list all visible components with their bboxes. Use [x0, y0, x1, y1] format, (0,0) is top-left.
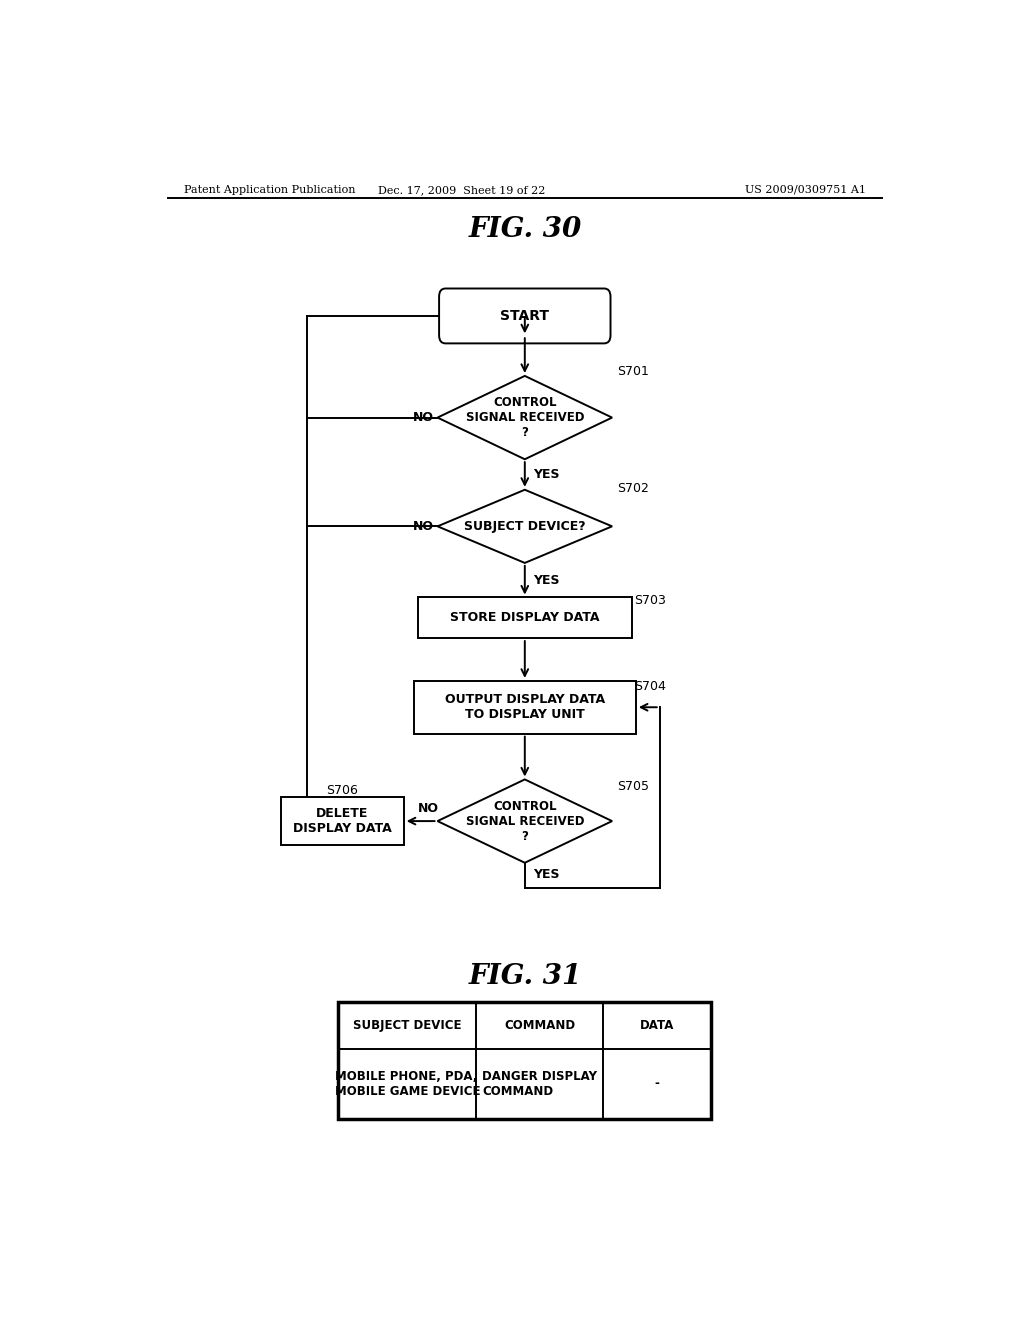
Text: FIG. 30: FIG. 30: [468, 216, 582, 243]
Text: S702: S702: [616, 482, 649, 495]
Text: SUBJECT DEVICE: SUBJECT DEVICE: [353, 1019, 462, 1032]
Bar: [338, 1002, 712, 1119]
Text: YES: YES: [532, 869, 559, 882]
Polygon shape: [437, 376, 612, 459]
Bar: [281, 797, 403, 846]
Text: NO: NO: [413, 411, 433, 424]
Text: S705: S705: [616, 780, 649, 793]
Bar: [418, 598, 632, 638]
Text: START: START: [501, 309, 549, 323]
Text: STORE DISPLAY DATA: STORE DISPLAY DATA: [451, 611, 599, 624]
Text: S706: S706: [327, 784, 358, 797]
Text: CONTROL
SIGNAL RECEIVED
?: CONTROL SIGNAL RECEIVED ?: [466, 800, 584, 842]
Text: DELETE
DISPLAY DATA: DELETE DISPLAY DATA: [293, 807, 391, 836]
Text: SUBJECT DEVICE?: SUBJECT DEVICE?: [464, 520, 586, 533]
Text: DATA: DATA: [640, 1019, 675, 1032]
Text: CONTROL
SIGNAL RECEIVED
?: CONTROL SIGNAL RECEIVED ?: [466, 396, 584, 440]
Text: S701: S701: [616, 366, 649, 379]
FancyBboxPatch shape: [439, 289, 610, 343]
Text: OUTPUT DISPLAY DATA
TO DISPLAY UNIT: OUTPUT DISPLAY DATA TO DISPLAY UNIT: [444, 693, 605, 721]
Text: US 2009/0309751 A1: US 2009/0309751 A1: [745, 185, 866, 195]
Text: S704: S704: [634, 680, 667, 693]
Text: MOBILE PHONE, PDA,
MOBILE GAME DEVICE: MOBILE PHONE, PDA, MOBILE GAME DEVICE: [335, 1069, 480, 1098]
Polygon shape: [437, 490, 612, 562]
Polygon shape: [437, 779, 612, 863]
Text: S703: S703: [634, 594, 667, 607]
Bar: [414, 681, 636, 734]
Text: DANGER DISPLAY
COMMAND: DANGER DISPLAY COMMAND: [482, 1069, 597, 1098]
Text: YES: YES: [532, 574, 559, 586]
Text: NO: NO: [418, 803, 439, 816]
Text: FIG. 31: FIG. 31: [468, 964, 582, 990]
Text: NO: NO: [413, 520, 433, 533]
Text: -: -: [654, 1077, 659, 1090]
Text: Dec. 17, 2009  Sheet 19 of 22: Dec. 17, 2009 Sheet 19 of 22: [378, 185, 545, 195]
Text: YES: YES: [532, 469, 559, 480]
Text: Patent Application Publication: Patent Application Publication: [183, 185, 355, 195]
Text: COMMAND: COMMAND: [504, 1019, 575, 1032]
